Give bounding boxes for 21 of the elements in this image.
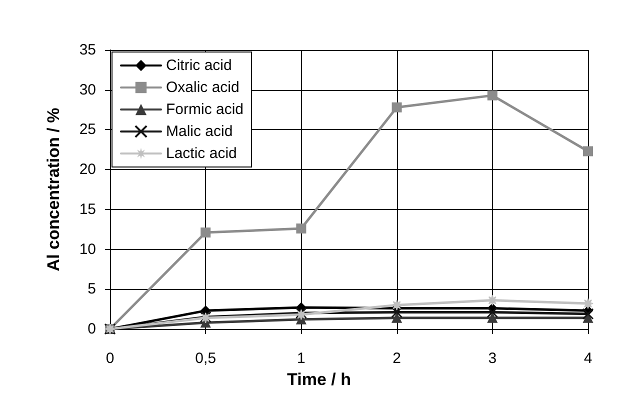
legend-label: Citric acid: [166, 57, 232, 74]
legend-label: Formic acid: [166, 101, 244, 118]
legend-label: Malic acid: [166, 123, 233, 140]
legend-label: Lactic acid: [166, 145, 237, 162]
y-tick-label: 5: [88, 280, 96, 298]
legend-label: Oxalic acid: [166, 79, 240, 96]
y-tick-label: 35: [79, 42, 96, 58]
x-tick-label: 4: [584, 350, 592, 367]
x-axis-title: Time / h: [287, 370, 351, 389]
y-tick-label: 0: [88, 320, 96, 338]
x-tick-label: 0,5: [195, 350, 216, 367]
x-tick-label: 0: [106, 350, 114, 367]
y-tick-label: 20: [79, 161, 96, 178]
y-tick-label: 30: [79, 81, 96, 98]
x-tick-label: 1: [297, 350, 306, 367]
y-tick-label: 15: [79, 200, 96, 218]
y-tick-label: 10: [79, 240, 96, 258]
x-tick-label: 2: [392, 350, 401, 367]
y-axis-title: Al concentration / %: [44, 108, 63, 272]
y-tick-label: 25: [79, 121, 96, 138]
x-tick-label: 3: [488, 350, 497, 367]
